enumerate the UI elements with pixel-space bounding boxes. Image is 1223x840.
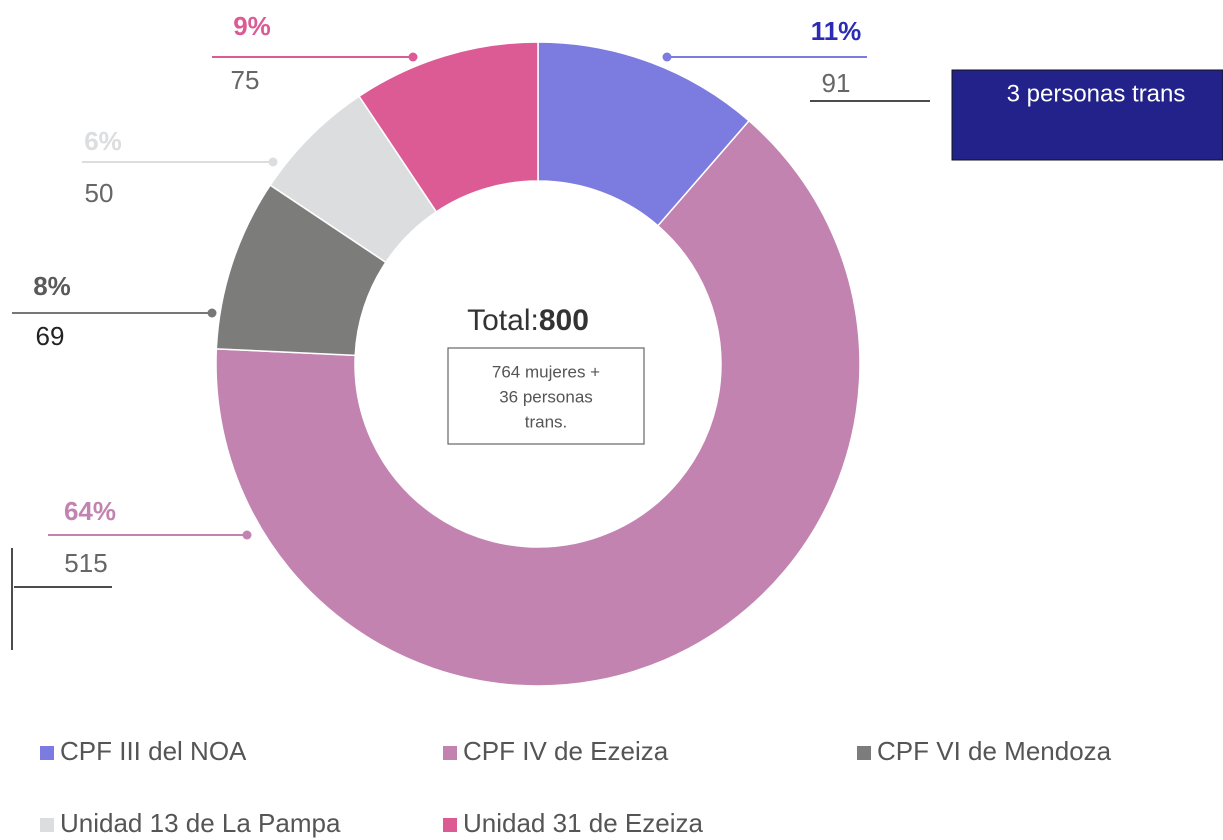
- total-value: 800: [539, 304, 589, 337]
- leader-dot: [662, 52, 672, 62]
- percent-label: 11%: [811, 16, 862, 46]
- legend-swatch: [40, 746, 54, 760]
- legend-label: Unidad 13 de La Pampa: [60, 808, 341, 838]
- donut-segment: [358, 41, 539, 213]
- center-note: 36 personas: [499, 387, 593, 406]
- percent-label: 64%: [64, 496, 116, 526]
- center-note: 764 mujeres +: [492, 362, 600, 381]
- leader-dot: [242, 530, 252, 540]
- legend-label: Unidad 31 de Ezeiza: [463, 808, 703, 838]
- legend-swatch: [40, 818, 54, 832]
- legend-swatch: [857, 746, 871, 760]
- value-label: 50: [85, 178, 114, 208]
- center-note-box: [447, 347, 645, 445]
- legend-label: CPF III del NOA: [60, 736, 247, 766]
- leader-dot: [207, 308, 217, 318]
- percent-label: 8%: [33, 271, 71, 301]
- legend-swatch: [443, 746, 457, 760]
- leader-dot: [408, 52, 418, 62]
- percent-label: 6%: [84, 126, 122, 156]
- callout-box: [951, 69, 1223, 161]
- percent-label: 9%: [233, 11, 271, 41]
- legend-label: CPF IV de Ezeiza: [463, 736, 669, 766]
- leader-dot: [268, 157, 278, 167]
- center-total: Total:800: [467, 304, 589, 337]
- center-label: Total:: [467, 304, 539, 337]
- value-label: 515: [64, 548, 107, 578]
- value-label: 91: [822, 68, 851, 98]
- value-label: 69: [36, 321, 65, 351]
- value-label: 75: [231, 65, 260, 95]
- legend-label: CPF VI de Mendoza: [877, 736, 1112, 766]
- callout-text: 3 personas trans: [1007, 80, 1186, 107]
- center-note: trans.: [525, 412, 568, 431]
- legend-swatch: [443, 818, 457, 832]
- donut-segment: [215, 119, 861, 687]
